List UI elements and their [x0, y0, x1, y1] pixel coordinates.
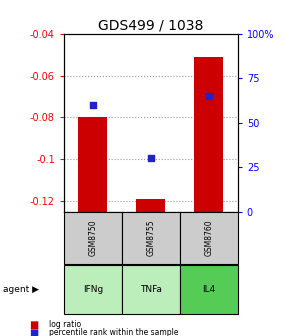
Text: TNFa: TNFa — [140, 285, 162, 294]
Text: GSM8750: GSM8750 — [88, 219, 97, 256]
Bar — [78, 117, 107, 212]
Text: percentile rank within the sample: percentile rank within the sample — [49, 328, 179, 336]
Title: GDS499 / 1038: GDS499 / 1038 — [98, 18, 204, 33]
Text: ■: ■ — [29, 328, 38, 336]
Text: IFNg: IFNg — [83, 285, 103, 294]
Point — [148, 156, 153, 161]
Point — [206, 93, 211, 99]
Bar — [194, 57, 223, 212]
Text: GSM8760: GSM8760 — [204, 219, 213, 256]
Point — [90, 102, 95, 108]
Text: ■: ■ — [29, 320, 38, 330]
Text: log ratio: log ratio — [49, 321, 81, 329]
Bar — [136, 199, 165, 212]
Text: IL4: IL4 — [202, 285, 215, 294]
Text: GSM8755: GSM8755 — [146, 219, 155, 256]
Text: agent ▶: agent ▶ — [3, 285, 39, 294]
